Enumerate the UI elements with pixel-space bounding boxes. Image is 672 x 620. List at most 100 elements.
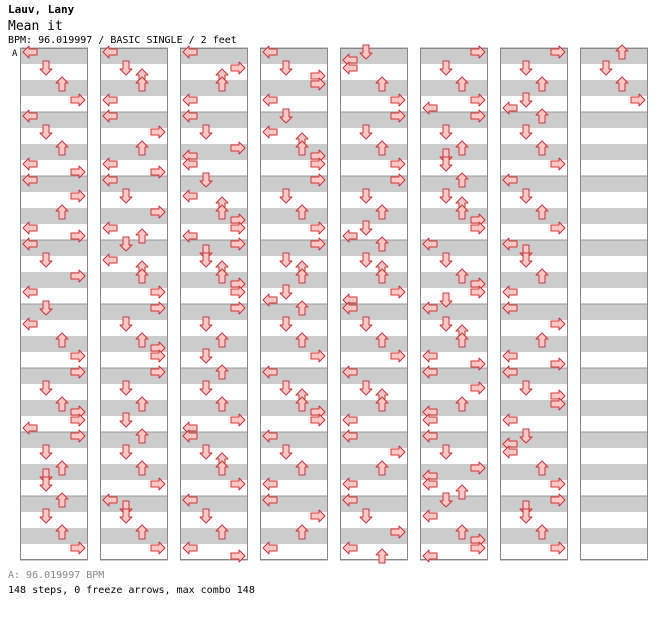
arrow-down-icon [279,188,293,204]
beat-stripe [260,448,328,464]
beat-stripe [20,512,88,528]
arrow-down-icon [439,492,453,508]
arrow-up-icon [535,332,549,348]
arrow-left-icon [342,493,358,507]
arrow-right-icon [310,349,326,363]
beat-stripe [420,320,488,336]
arrow-up-icon [135,428,149,444]
arrow-left-icon [422,349,438,363]
arrow-up-icon [295,300,309,316]
beat-stripe [500,272,568,288]
arrow-right-icon [470,541,486,555]
beat-stripe [580,480,648,496]
arrow-left-icon [262,493,278,507]
beat-stripe [100,272,168,288]
beat-stripe [260,320,328,336]
beat-stripe [180,448,248,464]
arrow-up-icon [455,172,469,188]
beat-stripe [500,112,568,128]
beat-stripe [420,448,488,464]
arrow-right-icon [70,229,86,243]
arrow-up-icon [55,460,69,476]
arrow-right-icon [70,429,86,443]
beat-stripe [420,176,488,192]
arrow-up-icon [375,236,389,252]
arrow-down-icon [199,444,213,460]
beat-stripe [500,64,568,80]
arrow-left-icon [182,541,198,555]
bpm-summary: A: 96.019997 BPM [8,570,105,581]
arrow-right-icon [390,349,406,363]
arrow-down-icon [439,156,453,172]
arrow-left-icon [182,229,198,243]
arrow-down-icon [359,380,373,396]
arrow-up-icon [55,524,69,540]
arrow-left-icon [502,173,518,187]
arrow-right-icon [470,45,486,59]
arrow-right-icon [70,541,86,555]
arrow-down-icon [439,252,453,268]
beat-stripe [340,320,408,336]
arrow-right-icon [550,221,566,235]
arrow-up-icon [535,140,549,156]
beat-stripe [580,368,648,384]
arrow-down-icon [119,188,133,204]
arrow-down-icon [199,252,213,268]
arrow-right-icon [70,365,86,379]
beat-stripe [100,80,168,96]
arrow-down-icon [279,444,293,460]
arrow-right-icon [390,445,406,459]
beat-stripe [580,544,648,560]
arrow-left-icon [102,221,118,235]
arrow-down-icon [519,380,533,396]
arrow-right-icon [150,285,166,299]
arrow-up-icon [55,492,69,508]
arrow-right-icon [230,221,246,235]
arrow-right-icon [310,173,326,187]
beat-stripe [100,64,168,80]
arrow-down-icon [279,284,293,300]
arrow-down-icon [39,508,53,524]
arrow-left-icon [422,413,438,427]
beat-stripe [260,384,328,400]
arrow-right-icon [550,357,566,371]
arrow-down-icon [359,316,373,332]
arrow-right-icon [550,397,566,411]
beat-stripe [260,112,328,128]
chart-column-frame [20,48,88,560]
arrow-up-icon [215,460,229,476]
beat-stripe [100,432,168,448]
arrow-down-icon [279,316,293,332]
beat-stripe [500,192,568,208]
beat-stripe [580,496,648,512]
arrow-up-icon [55,396,69,412]
arrow-right-icon [310,221,326,235]
beat-stripe [500,208,568,224]
arrow-up-icon [535,460,549,476]
beat-stripe [180,352,248,368]
beat-stripe [180,464,248,480]
arrow-right-icon [310,157,326,171]
beat-stripe [420,496,488,512]
beat-stripe [100,320,168,336]
beat-stripe [580,272,648,288]
beat-stripe [580,192,648,208]
beat-stripe [100,144,168,160]
arrow-left-icon [422,549,438,563]
beat-stripe [100,192,168,208]
arrow-up-icon [295,140,309,156]
arrow-up-icon [295,460,309,476]
beat-stripe [420,192,488,208]
arrow-right-icon [230,301,246,315]
arrow-right-icon [230,141,246,155]
beat-stripe [260,336,328,352]
beat-stripe [340,464,408,480]
arrow-left-icon [422,429,438,443]
arrow-left-icon [182,493,198,507]
arrow-up-icon [375,268,389,284]
beat-stripe [340,240,408,256]
arrow-right-icon [150,125,166,139]
beat-stripe [340,144,408,160]
arrow-right-icon [230,413,246,427]
beat-stripe [180,384,248,400]
